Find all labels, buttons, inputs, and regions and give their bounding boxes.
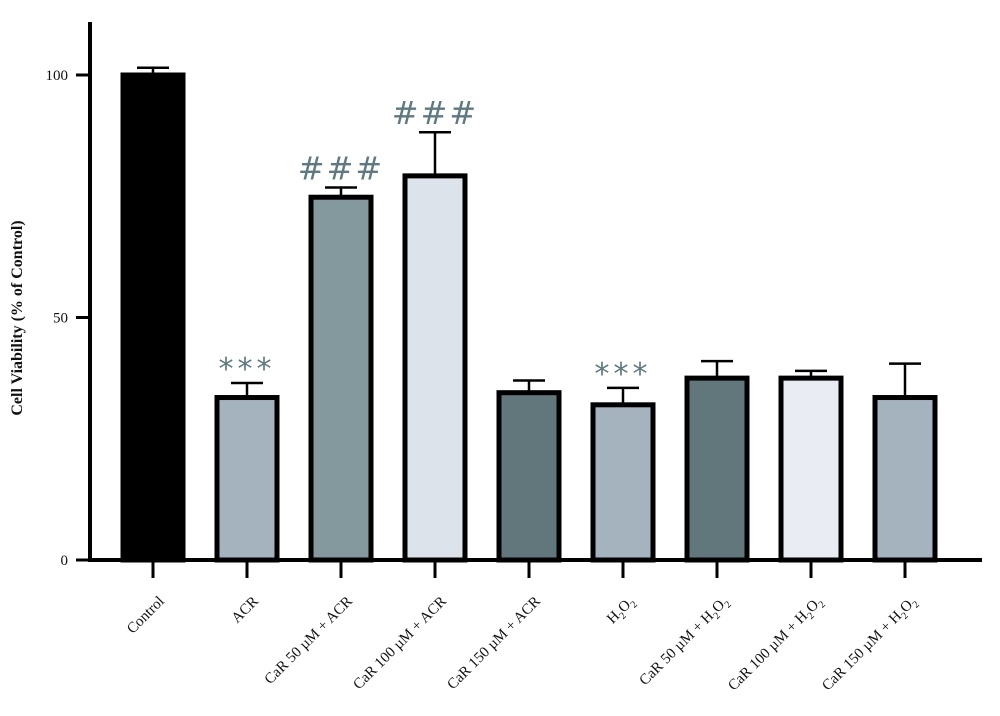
annotation-5: *** bbox=[595, 357, 652, 392]
bars bbox=[120, 72, 938, 563]
annotation-1: *** bbox=[219, 352, 276, 387]
category-label-6: CaR 50 µM + H2O2 bbox=[637, 594, 734, 691]
bar-6 bbox=[684, 375, 750, 563]
bar-0 bbox=[120, 72, 186, 563]
y-tick-label-100: 100 bbox=[46, 68, 69, 84]
category-label-5: H2O2 bbox=[604, 594, 640, 630]
x-axis bbox=[88, 558, 982, 578]
bar-5 bbox=[590, 402, 656, 563]
category-label-3: CaR 100 µM + ACR bbox=[350, 594, 449, 693]
bar-4 bbox=[496, 390, 562, 563]
category-label-7: CaR 100 µM + H2O2 bbox=[725, 594, 828, 697]
annotation-2: ### bbox=[298, 150, 384, 188]
y-axis-label: Cell Viability (% of Control) bbox=[9, 220, 26, 415]
bar-3 bbox=[402, 173, 468, 563]
y-axis: 0 50 100 bbox=[46, 22, 92, 569]
bar-7 bbox=[778, 375, 844, 563]
category-label-2: CaR 50 µM + ACR bbox=[262, 594, 356, 688]
bar-2 bbox=[308, 194, 374, 563]
category-label-4: CaR 150 µM + ACR bbox=[444, 594, 543, 693]
category-label-8: CaR 150 µM + H2O2 bbox=[819, 594, 922, 697]
y-tick-label-0: 0 bbox=[61, 553, 69, 569]
y-tick-label-50: 50 bbox=[53, 311, 68, 327]
category-label-1: ACR bbox=[229, 594, 262, 627]
annotation-3: ### bbox=[392, 94, 478, 132]
annotations: *** ###### *** bbox=[219, 94, 652, 392]
category-label-0: Control bbox=[124, 594, 168, 638]
error-bars bbox=[137, 66, 921, 405]
bar-8 bbox=[872, 395, 938, 563]
bar-1 bbox=[214, 395, 280, 563]
